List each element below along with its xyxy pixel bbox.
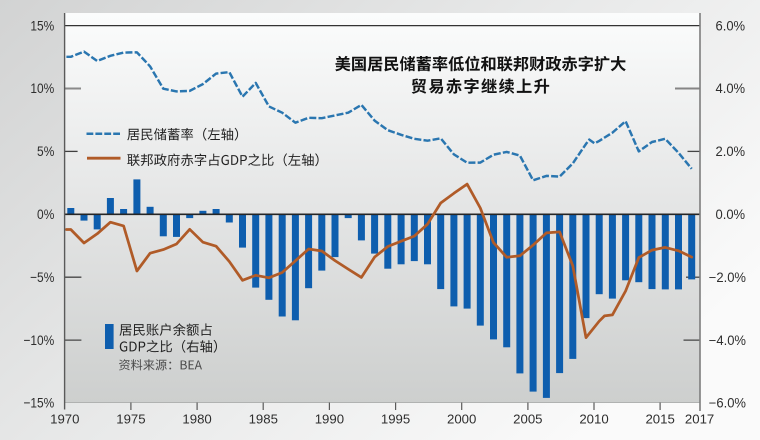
svg-text:1970: 1970 bbox=[50, 412, 79, 427]
svg-text:1975: 1975 bbox=[116, 412, 145, 427]
svg-text:5%: 5% bbox=[37, 143, 55, 159]
svg-text:1980: 1980 bbox=[182, 412, 211, 427]
svg-text:6.0%: 6.0% bbox=[716, 18, 746, 33]
svg-text:2005: 2005 bbox=[513, 412, 542, 427]
svg-text:0.0%: 0.0% bbox=[716, 207, 746, 222]
svg-text:1995: 1995 bbox=[381, 412, 410, 427]
svg-text:−15%: −15% bbox=[23, 395, 54, 411]
svg-text:−6.0%: −6.0% bbox=[709, 395, 746, 410]
svg-text:2015: 2015 bbox=[645, 412, 674, 427]
svg-text:−10%: −10% bbox=[23, 332, 54, 348]
svg-text:−2.0%: −2.0% bbox=[709, 270, 746, 285]
svg-text:4.0%: 4.0% bbox=[716, 81, 746, 96]
svg-text:10%: 10% bbox=[30, 80, 54, 96]
svg-text:2.0%: 2.0% bbox=[716, 144, 746, 159]
svg-text:2000: 2000 bbox=[447, 412, 476, 427]
svg-text:1990: 1990 bbox=[315, 412, 344, 427]
svg-text:15%: 15% bbox=[30, 17, 54, 33]
svg-text:−4.0%: −4.0% bbox=[709, 333, 746, 348]
svg-text:0%: 0% bbox=[37, 206, 55, 222]
svg-text:1985: 1985 bbox=[249, 412, 278, 427]
svg-text:−5%: −5% bbox=[30, 269, 55, 285]
svg-text:2010: 2010 bbox=[579, 412, 608, 427]
svg-text:2017: 2017 bbox=[685, 412, 714, 427]
